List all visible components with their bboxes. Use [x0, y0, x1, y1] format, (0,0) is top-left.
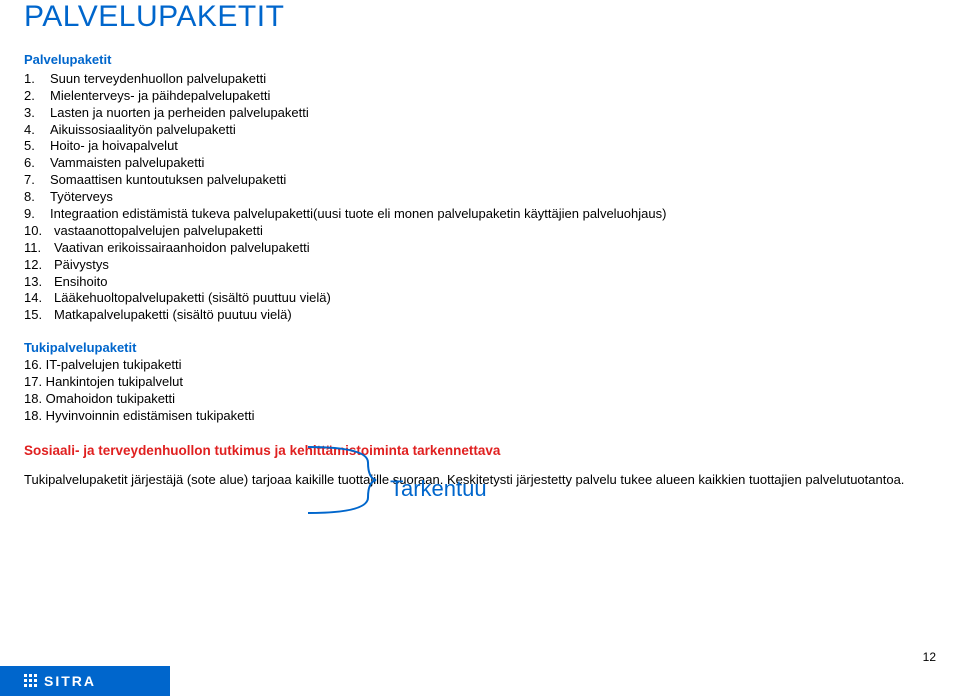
footer-strip: SITRA [0, 666, 170, 696]
list-item-text: Työterveys [50, 189, 113, 206]
list-item-number: 6. [24, 155, 50, 172]
list-item: 17. Hankintojen tukipalvelut [24, 374, 936, 391]
list-item-text: Somaattisen kuntoutuksen palvelupaketti [50, 172, 286, 189]
list-item-number: 15. [24, 307, 54, 324]
list-item: 12.Päivystys [24, 257, 936, 274]
list-item: 3.Lasten ja nuorten ja perheiden palvelu… [24, 105, 936, 122]
list-item-text: vastaanottopalvelujen palvelupaketti [54, 223, 263, 240]
red-note: Sosiaali- ja terveydenhuollon tutkimus j… [24, 443, 936, 458]
list-item-number: 13. [24, 274, 54, 291]
list-item: 7.Somaattisen kuntoutuksen palvelupakett… [24, 172, 936, 189]
list-item: 2.Mielenterveys- ja päihdepalvelupaketti [24, 88, 936, 105]
bracket-connector [306, 445, 378, 515]
section1-heading: Palvelupaketit [24, 52, 936, 69]
list-item: 9.Integraation edistämistä tukeva palvel… [24, 206, 936, 223]
list-item-number: 11. [24, 240, 54, 257]
list-item-number: 1. [24, 71, 50, 88]
sitra-logo: SITRA [24, 673, 96, 689]
list-item-text: Ensihoito [54, 274, 107, 291]
list-item: 16. IT-palvelujen tukipaketti [24, 357, 936, 374]
list-item-text: Integraation edistämistä tukeva palvelup… [50, 206, 666, 223]
list-item-text: Lääkehuoltopalvelupaketti (sisältö puutt… [54, 290, 331, 307]
list-item: 18. Hyvinvoinnin edistämisen tukipaketti [24, 408, 936, 425]
section2-heading: Tukipalvelupaketit [24, 340, 936, 357]
footer: SITRA [0, 660, 960, 696]
list-item: 10. vastaanottopalvelujen palvelupaketti [24, 223, 936, 240]
list-item-text: Vammaisten palvelupaketti [50, 155, 204, 172]
list-item-number: 4. [24, 122, 50, 139]
list-item-text: Hoito- ja hoivapalvelut [50, 138, 178, 155]
list-item-text: Aikuissosiaalityön palvelupaketti [50, 122, 236, 139]
list-item: 8.Työterveys [24, 189, 936, 206]
list-item-number: 9. [24, 206, 50, 223]
list-item-text: Mielenterveys- ja päihdepalvelupaketti [50, 88, 270, 105]
list-item-number: 3. [24, 105, 50, 122]
list-item: 5.Hoito- ja hoivapalvelut [24, 138, 936, 155]
tarkentuu-label: Tarkentuu [390, 476, 487, 502]
sitra-logo-text: SITRA [44, 673, 96, 689]
section1-list: 1.Suun terveydenhuollon palvelupaketti2.… [24, 71, 936, 324]
list-item-number: 5. [24, 138, 50, 155]
list-item-number: 2. [24, 88, 50, 105]
list-item: 18. Omahoidon tukipaketti [24, 391, 936, 408]
list-item: 15.Matkapalvelupaketti (sisältö puutuu v… [24, 307, 936, 324]
list-item: 14.Lääkehuoltopalvelupaketti (sisältö pu… [24, 290, 936, 307]
list-item-text: Päivystys [54, 257, 109, 274]
list-item: 13.Ensihoito [24, 274, 936, 291]
section-palvelupaketit: Palvelupaketit 1.Suun terveydenhuollon p… [24, 52, 936, 324]
list-item-number: 10. [24, 223, 54, 240]
list-item-text: Vaativan erikoissairaanhoidon palvelupak… [54, 240, 310, 257]
list-item: 4.Aikuissosiaalityön palvelupaketti [24, 122, 936, 139]
page-title: PALVELUPAKETIT [24, 0, 936, 34]
list-item: 6.Vammaisten palvelupaketti [24, 155, 936, 172]
list-item: 11.Vaativan erikoissairaanhoidon palvelu… [24, 240, 936, 257]
sitra-logo-icon [24, 674, 38, 688]
list-item-text: Lasten ja nuorten ja perheiden palvelupa… [50, 105, 309, 122]
list-item-number: 7. [24, 172, 50, 189]
list-item-text: Suun terveydenhuollon palvelupaketti [50, 71, 266, 88]
list-item: 1.Suun terveydenhuollon palvelupaketti [24, 71, 936, 88]
list-item-text: Matkapalvelupaketti (sisältö puutuu viel… [54, 307, 292, 324]
list-item-number: 12. [24, 257, 54, 274]
list-item-number: 8. [24, 189, 50, 206]
list-item-number: 14. [24, 290, 54, 307]
section2-list: 16. IT-palvelujen tukipaketti17. Hankint… [24, 357, 936, 425]
section-tukipalvelupaketit: Tukipalvelupaketit 16. IT-palvelujen tuk… [24, 340, 936, 424]
